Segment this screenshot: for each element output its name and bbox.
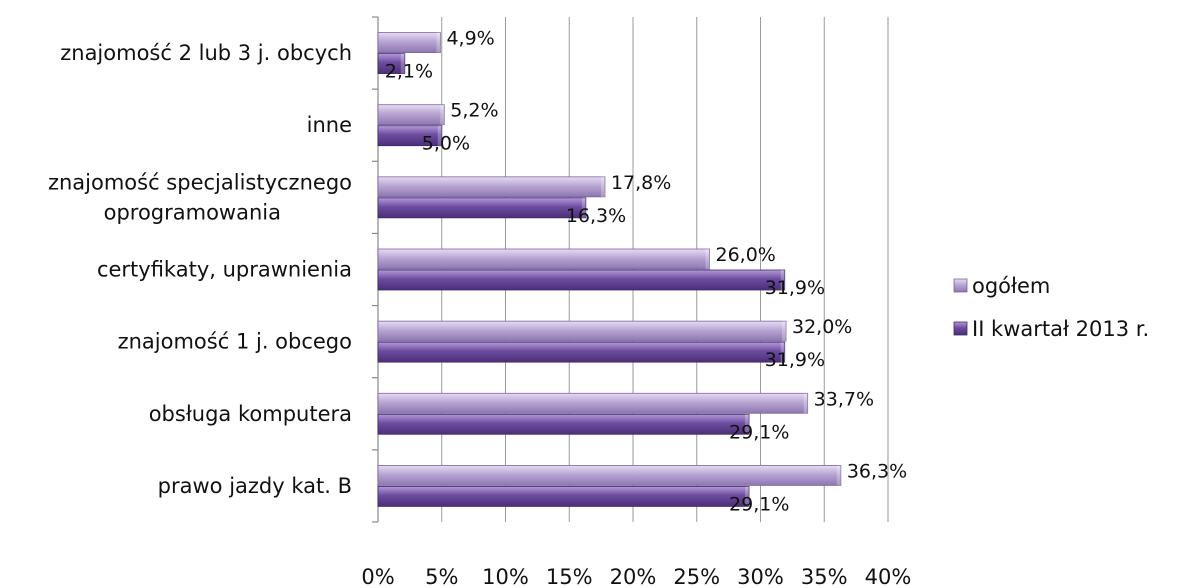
- x-tick-label: 40%: [865, 565, 912, 588]
- bar-cap: [780, 270, 785, 290]
- category-labels: znajomość 2 lub 3 j. obcych inne znajomość…: [48, 41, 352, 498]
- bar-cap: [436, 32, 441, 53]
- bar-ii-kwartal-2013-r-prawo-jazdy-kat-b: [377, 486, 750, 507]
- data-label-ii-kwartal-2013-r-inne: 5,0%: [422, 133, 470, 155]
- bar-ii-kwartal-2013-r-certyfikaty-uprawnienia: [377, 269, 786, 291]
- legend-label-ii-kwartal-2013-r: II kwartał 2013 r.: [972, 317, 1149, 341]
- x-tick-label: 20%: [610, 565, 657, 588]
- bar-ogolem-prawo-jazdy-kat-b: [377, 465, 842, 486]
- data-label-ogolem-znajomosc-1-j-obcego: 32,0%: [792, 316, 852, 338]
- category-label-line: prawo jazdy kat. B: [158, 474, 352, 498]
- category-label-line: znajomość specjalistycznego: [48, 170, 352, 194]
- data-label-ii-kwartal-2013-r-obsluga-komputera: 29,1%: [729, 421, 789, 443]
- category-label-prawo-jazdy-kat-b: prawo jazdy kat. B: [158, 474, 352, 498]
- x-tick-label: 30%: [737, 565, 784, 588]
- x-tick-labels: 0% 5% 10% 15% 20% 25% 30% 35% 40%: [361, 565, 911, 588]
- data-label-ogolem-obsluga-komputera: 33,7%: [814, 388, 874, 410]
- data-label-ii-kwartal-2013-r-znajomosc-specjalistycznego-oprogramowania: 16,3%: [566, 205, 626, 227]
- bar-cap: [400, 53, 405, 74]
- data-label-ii-kwartal-2013-r-certyfikaty-uprawnienia: 31,9%: [765, 277, 825, 299]
- x-tick-label: 10%: [482, 565, 529, 588]
- data-label-ogolem-znajomosc-specjalistycznego-oprogramowania: 17,8%: [611, 172, 671, 194]
- y-axis: [372, 16, 379, 523]
- bar-ogolem-znajomosc-1-j-obcego: [377, 320, 787, 342]
- data-label-ii-kwartal-2013-r-znajomosc-1-j-obcego: 31,9%: [765, 349, 825, 371]
- bar-ogolem-znajomosc-2-lub-3-j-obcych: [377, 32, 441, 53]
- category-label-obsluga-komputera: obsługa komputera: [149, 402, 352, 426]
- bar-cap: [803, 393, 808, 414]
- category-label-line: inne: [307, 113, 352, 137]
- data-label-ogolem-prawo-jazdy-kat-b: 36,3%: [847, 460, 907, 482]
- bar-cap: [745, 414, 750, 435]
- category-label-line: znajomość 2 lub 3 j. obcych: [60, 41, 352, 65]
- bar-ogolem-obsluga-komputera: [377, 392, 809, 414]
- category-label-znajomosc-2-lub-3-j-obcych: znajomość 2 lub 3 j. obcych: [60, 41, 352, 65]
- bar-cap: [780, 342, 785, 363]
- bar-cap: [581, 197, 586, 218]
- x-tick-label: 0%: [361, 565, 394, 588]
- bar-cap: [600, 176, 605, 197]
- bar-cap: [440, 104, 445, 125]
- bar-cap: [745, 486, 750, 507]
- category-label-line: obsługa komputera: [149, 402, 352, 426]
- x-tick-label: 5%: [425, 565, 458, 588]
- category-label-znajomosc-1-j-obcego: znajomość 1 j. obcego: [118, 330, 352, 354]
- category-label-certyfikaty-uprawnienia: certyfikaty, uprawnienia: [97, 258, 352, 282]
- x-tick-label: 35%: [801, 565, 848, 588]
- data-labels: 4,9% 2,1% 5,2% 5,0% 17,8% 16,3% 26,0% 31,9% 32,0…: [385, 28, 907, 516]
- bar-ii-kwartal-2013-r-inne: [377, 125, 443, 147]
- bar-ogolem-znajomosc-specjalistycznego-oprogramowania: [377, 176, 606, 198]
- bar-cap: [437, 125, 442, 146]
- legend: ogółem II kwartał 2013 r.: [953, 274, 1149, 341]
- legend-label-ogolem: ogółem: [972, 274, 1050, 298]
- data-label-ogolem-inne: 5,2%: [450, 100, 498, 122]
- data-label-ogolem-znajomosc-2-lub-3-j-obcych: 4,9%: [446, 28, 494, 50]
- category-label-inne: inne: [307, 113, 352, 137]
- bar-ii-kwartal-2013-r-znajomosc-specjalistycznego-oprogramowania: [377, 197, 587, 219]
- bar-ogolem-inne: [377, 104, 445, 126]
- x-tick-label: 25%: [673, 565, 720, 588]
- bars: [377, 32, 842, 507]
- data-label-ogolem-certyfikaty-uprawnienia: 26,0%: [716, 244, 776, 266]
- bar-ii-kwartal-2013-r-znajomosc-1-j-obcego: [377, 341, 786, 363]
- legend-swatch-ogolem: [953, 278, 968, 293]
- bar-cap: [836, 465, 841, 486]
- grid-lines: [441, 17, 889, 522]
- bar-ii-kwartal-2013-r-obsluga-komputera: [377, 413, 750, 435]
- bar-cap: [782, 321, 786, 342]
- category-label-line: oprogramowania: [104, 200, 281, 224]
- x-tick-label: 15%: [546, 565, 593, 588]
- category-label-znajomosc-specjalistycznego-oprogramowania: znajomość specjalistycznego oprogramowani…: [48, 170, 352, 224]
- bar-ogolem-certyfikaty-uprawnienia: [377, 248, 710, 270]
- category-label-line: znajomość 1 j. obcego: [118, 330, 352, 354]
- bar-cap: [705, 249, 710, 269]
- legend-swatch-ii-kwartal-2013-r: [953, 321, 968, 336]
- data-label-ii-kwartal-2013-r-znajomosc-2-lub-3-j-obcych: 2,1%: [385, 61, 433, 83]
- category-label-line: certyfikaty, uprawnienia: [97, 258, 352, 282]
- bar-ii-kwartal-2013-r-znajomosc-2-lub-3-j-obcych: [377, 53, 406, 74]
- data-label-ii-kwartal-2013-r-prawo-jazdy-kat-b: 29,1%: [729, 493, 789, 515]
